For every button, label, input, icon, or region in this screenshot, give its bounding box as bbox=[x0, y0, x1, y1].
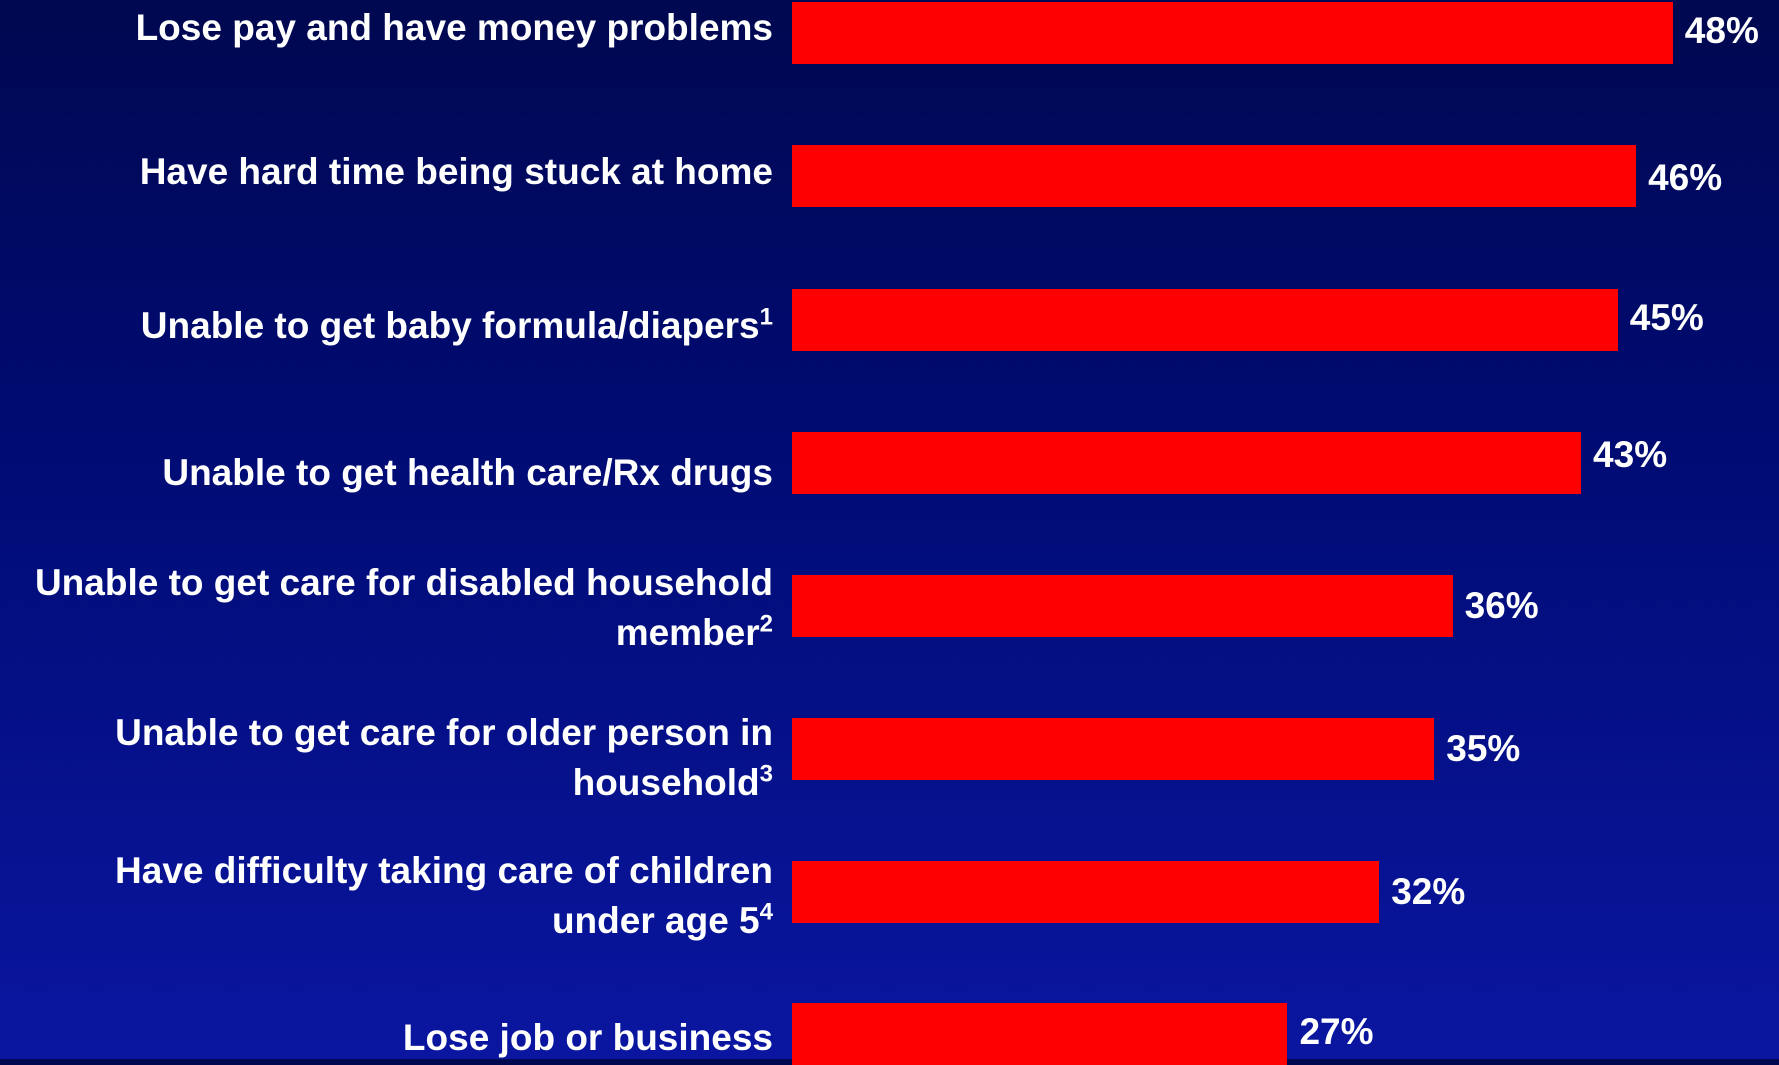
footnote-marker: 2 bbox=[759, 610, 773, 638]
bar bbox=[792, 1003, 1288, 1065]
category-label: Lose pay and have money problems bbox=[13, 3, 773, 53]
bar bbox=[792, 575, 1453, 637]
category-label-text: Lose pay and have money problems bbox=[135, 7, 773, 48]
category-label-text: Have difficulty taking care of children … bbox=[115, 850, 773, 941]
footnote-marker: 3 bbox=[759, 760, 773, 788]
bar bbox=[792, 289, 1618, 351]
category-label: Lose job or business bbox=[13, 1013, 773, 1063]
data-label: 36% bbox=[1464, 585, 1539, 626]
category-label: Unable to get baby formula/diapers1 bbox=[13, 301, 773, 351]
data-label: 27% bbox=[1299, 1011, 1374, 1052]
category-label-text: Unable to get health care/Rx drugs bbox=[162, 452, 773, 493]
category-label-text: Unable to get baby formula/diapers bbox=[140, 305, 760, 346]
data-label: 43% bbox=[1593, 434, 1668, 475]
category-label: Have hard time being stuck at home bbox=[13, 147, 773, 197]
data-label: 45% bbox=[1629, 297, 1704, 338]
category-label-text: Unable to get care for older person in h… bbox=[115, 712, 773, 803]
bar bbox=[792, 145, 1637, 207]
data-label: 46% bbox=[1648, 157, 1723, 198]
data-label: 32% bbox=[1391, 871, 1466, 912]
category-label-text: Unable to get care for disabled househol… bbox=[34, 562, 773, 653]
bar bbox=[792, 718, 1435, 780]
bar bbox=[792, 2, 1673, 64]
category-label: Unable to get care for disabled househol… bbox=[13, 558, 773, 658]
category-label: Have difficulty taking care of children … bbox=[13, 846, 773, 946]
data-label: 35% bbox=[1446, 728, 1521, 769]
bar bbox=[792, 432, 1582, 494]
footnote-marker: 1 bbox=[759, 303, 773, 331]
category-label-text: Have hard time being stuck at home bbox=[139, 151, 773, 192]
footnote-marker: 4 bbox=[759, 898, 773, 926]
data-label: 48% bbox=[1684, 10, 1759, 51]
bar bbox=[792, 861, 1380, 923]
category-label-text: Lose job or business bbox=[402, 1017, 773, 1058]
category-label: Unable to get care for older person in h… bbox=[13, 708, 773, 808]
category-label: Unable to get health care/Rx drugs bbox=[13, 448, 773, 498]
